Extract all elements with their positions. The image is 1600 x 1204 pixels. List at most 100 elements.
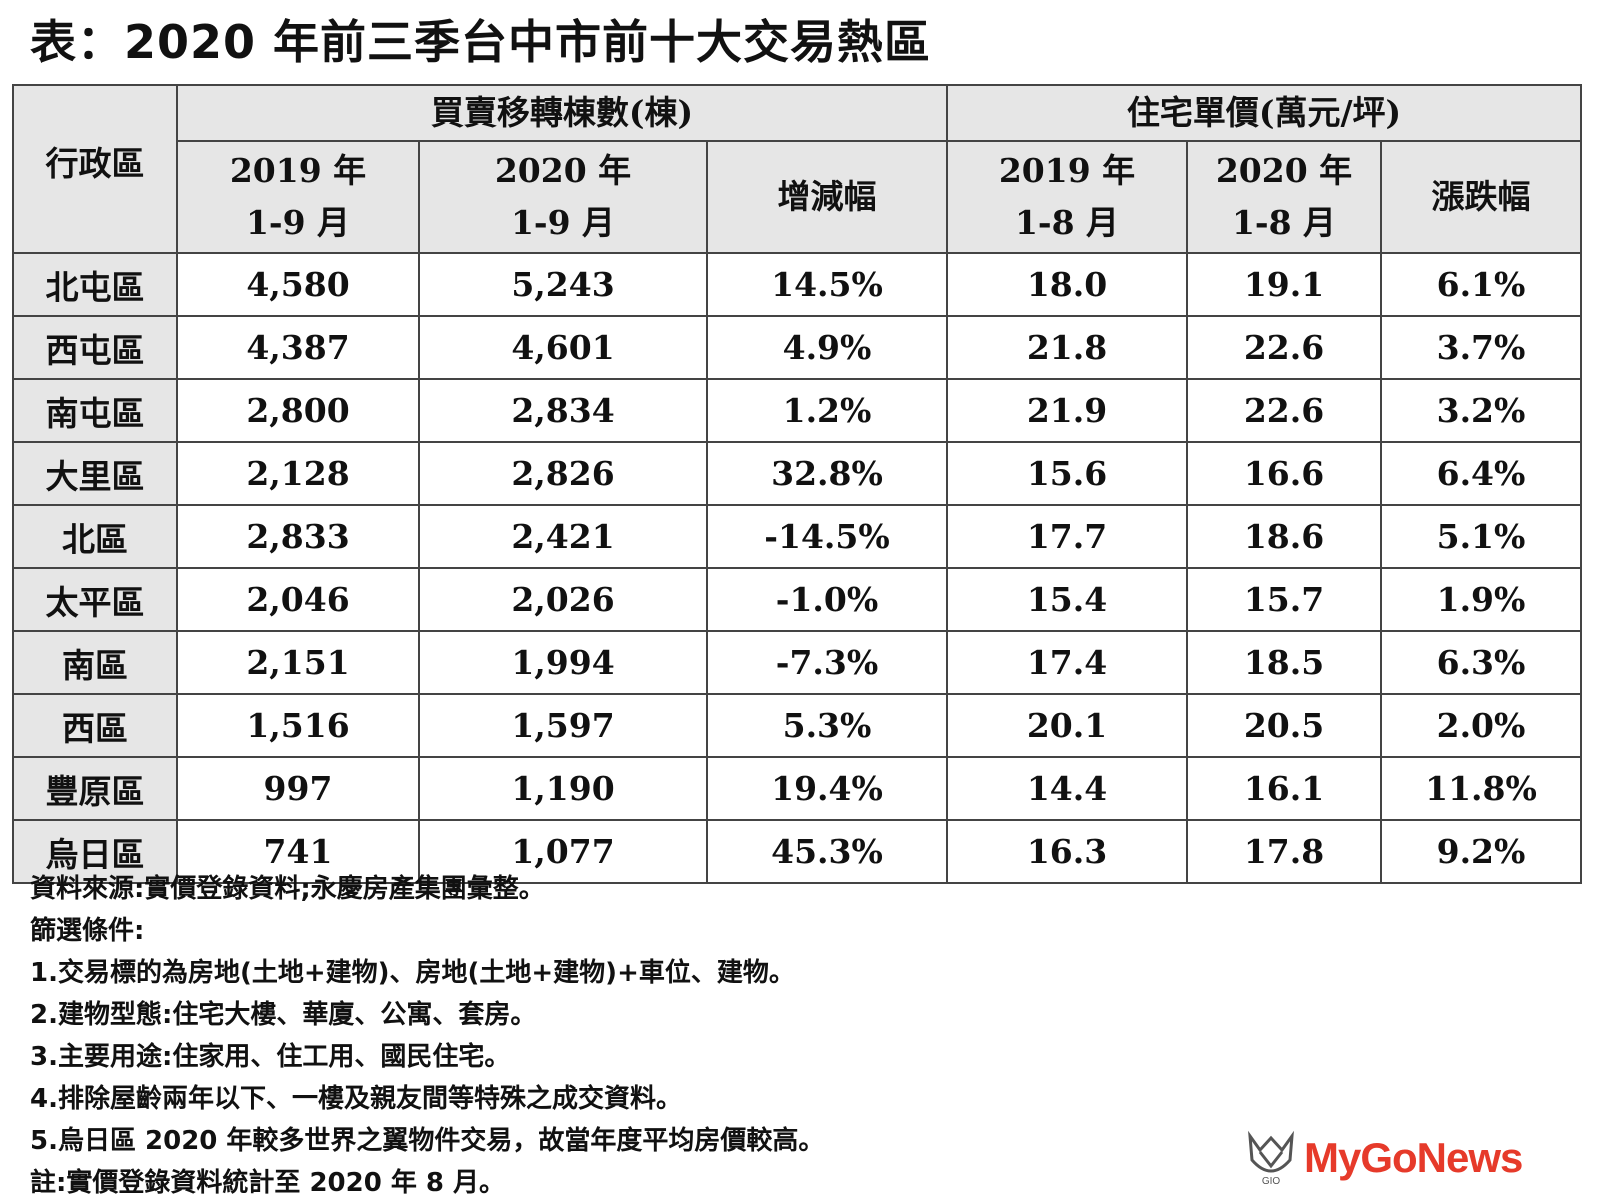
note-item-2: 2.建物型態:住宅大樓、華廈、公寓、套房。 bbox=[30, 1000, 537, 1030]
header-price-2019: 2019 年 1-8 月 bbox=[946, 140, 1188, 254]
value-cell: 3.2% bbox=[1380, 378, 1582, 443]
footnotes: 資料來源:實價登錄資料;永慶房產集團彙整。 篩選條件: 1.交易標的為房地(土地… bbox=[30, 868, 824, 1204]
value-cell: 1,077 bbox=[418, 819, 708, 884]
district-cell: 烏日區 bbox=[12, 819, 178, 884]
value-cell: 2,151 bbox=[176, 630, 420, 695]
value-cell: 6.3% bbox=[1380, 630, 1582, 695]
value-cell: 997 bbox=[176, 756, 420, 821]
value-cell: 2.0% bbox=[1380, 693, 1582, 758]
district-cell: 北區 bbox=[12, 504, 178, 569]
value-cell: 19.1 bbox=[1186, 252, 1382, 317]
value-cell: 32.8% bbox=[706, 441, 948, 506]
note-item-1: 1.交易標的為房地(土地+建物)、房地(土地+建物)+車位、建物。 bbox=[30, 958, 795, 988]
value-cell: 20.1 bbox=[946, 693, 1188, 758]
value-cell: 18.0 bbox=[946, 252, 1188, 317]
value-cell: 21.8 bbox=[946, 315, 1188, 380]
district-cell: 豐原區 bbox=[12, 756, 178, 821]
value-cell: 1,190 bbox=[418, 756, 708, 821]
value-cell: 2,826 bbox=[418, 441, 708, 506]
value-cell: 11.8% bbox=[1380, 756, 1582, 821]
header-price-change: 漲跌幅 bbox=[1380, 140, 1582, 254]
value-cell: 14.4 bbox=[946, 756, 1188, 821]
value-cell: 2,421 bbox=[418, 504, 708, 569]
note-item-5: 5.烏日區 2020 年較多世界之翼物件交易，故當年度平均房價較高。 bbox=[30, 1126, 825, 1156]
value-cell: 15.7 bbox=[1186, 567, 1382, 632]
value-cell: 6.4% bbox=[1380, 441, 1582, 506]
table-row: 北屯區 4,580 5,243 14.5% 18.0 19.1 6.1% bbox=[12, 252, 1582, 317]
district-cell: 西屯區 bbox=[12, 315, 178, 380]
value-cell: 45.3% bbox=[706, 819, 948, 884]
mygonews-logo-icon: GIO bbox=[1248, 1130, 1294, 1186]
transfer-count-header: 買賣移轉棟數(棟) bbox=[176, 84, 948, 142]
value-cell: 17.8 bbox=[1186, 819, 1382, 884]
table-row: 太平區 2,046 2,026 -1.0% 15.4 15.7 1.9% bbox=[12, 567, 1582, 632]
district-cell: 西區 bbox=[12, 693, 178, 758]
value-cell: 4.9% bbox=[706, 315, 948, 380]
header-price-2020: 2020 年 1-8 月 bbox=[1186, 140, 1382, 254]
note-item-3: 3.主要用途:住家用、住工用、國民住宅。 bbox=[30, 1042, 511, 1072]
header-transfer-change: 增減幅 bbox=[706, 140, 948, 254]
value-cell: 18.6 bbox=[1186, 504, 1382, 569]
value-cell: 2,833 bbox=[176, 504, 420, 569]
table-row: 南屯區 2,800 2,834 1.2% 21.9 22.6 3.2% bbox=[12, 378, 1582, 443]
value-cell: 2,800 bbox=[176, 378, 420, 443]
table-row: 西屯區 4,387 4,601 4.9% 21.8 22.6 3.7% bbox=[12, 315, 1582, 380]
value-cell: 2,046 bbox=[176, 567, 420, 632]
value-cell: 17.4 bbox=[946, 630, 1188, 695]
table-row: 西區 1,516 1,597 5.3% 20.1 20.5 2.0% bbox=[12, 693, 1582, 758]
value-cell: 4,601 bbox=[418, 315, 708, 380]
value-cell: -14.5% bbox=[706, 504, 948, 569]
value-cell: 16.1 bbox=[1186, 756, 1382, 821]
value-cell: 5,243 bbox=[418, 252, 708, 317]
logo-mark-text: GIO bbox=[1262, 1176, 1281, 1186]
value-cell: 20.5 bbox=[1186, 693, 1382, 758]
value-cell: 16.6 bbox=[1186, 441, 1382, 506]
value-cell: 741 bbox=[176, 819, 420, 884]
value-cell: 2,128 bbox=[176, 441, 420, 506]
district-cell: 南區 bbox=[12, 630, 178, 695]
value-cell: 1.9% bbox=[1380, 567, 1582, 632]
table-row: 豐原區 997 1,190 19.4% 14.4 16.1 11.8% bbox=[12, 756, 1582, 821]
value-cell: -7.3% bbox=[706, 630, 948, 695]
value-cell: 5.1% bbox=[1380, 504, 1582, 569]
value-cell: 5.3% bbox=[706, 693, 948, 758]
district-cell: 大里區 bbox=[12, 441, 178, 506]
page-title: 表：2020 年前三季台中市前十大交易熱區 bbox=[30, 15, 932, 69]
value-cell: 9.2% bbox=[1380, 819, 1582, 884]
value-cell: 1.2% bbox=[706, 378, 948, 443]
value-cell: 1,597 bbox=[418, 693, 708, 758]
district-header: 行政區 bbox=[12, 84, 178, 254]
header-transfer-2019: 2019 年 1-9 月 bbox=[176, 140, 420, 254]
value-cell: 22.6 bbox=[1186, 315, 1382, 380]
value-cell: 2,026 bbox=[418, 567, 708, 632]
table-row: 北區 2,833 2,421 -14.5% 17.7 18.6 5.1% bbox=[12, 504, 1582, 569]
logo-text: MyGoNews bbox=[1304, 1134, 1523, 1181]
transaction-hotspots-table: 行政區 買賣移轉棟數(棟) 住宅單價(萬元/坪) 2019 年 1-9 月 202… bbox=[12, 84, 1582, 884]
value-cell: 16.3 bbox=[946, 819, 1188, 884]
value-cell: 14.5% bbox=[706, 252, 948, 317]
note-criteria: 篩選條件: bbox=[30, 916, 145, 946]
value-cell: 6.1% bbox=[1380, 252, 1582, 317]
value-cell: 3.7% bbox=[1380, 315, 1582, 380]
note-remark: 註:實價登錄資料統計至 2020 年 8 月。 bbox=[30, 1168, 506, 1198]
district-cell: 南屯區 bbox=[12, 378, 178, 443]
district-cell: 太平區 bbox=[12, 567, 178, 632]
note-source: 資料來源:實價登錄資料;永慶房產集團彙整。 bbox=[30, 874, 545, 904]
value-cell: 17.7 bbox=[946, 504, 1188, 569]
district-cell: 北屯區 bbox=[12, 252, 178, 317]
note-item-4: 4.排除屋齡兩年以下、一樓及親友間等特殊之成交資料。 bbox=[30, 1084, 682, 1114]
table-row: 大里區 2,128 2,826 32.8% 15.6 16.6 6.4% bbox=[12, 441, 1582, 506]
value-cell: 2,834 bbox=[418, 378, 708, 443]
table-row: 南區 2,151 1,994 -7.3% 17.4 18.5 6.3% bbox=[12, 630, 1582, 695]
value-cell: 19.4% bbox=[706, 756, 948, 821]
table-row: 烏日區 741 1,077 45.3% 16.3 17.8 9.2% bbox=[12, 819, 1582, 884]
value-cell: 22.6 bbox=[1186, 378, 1382, 443]
value-cell: 1,994 bbox=[418, 630, 708, 695]
mygonews-logo: GIO MyGoNews bbox=[1246, 1128, 1523, 1188]
value-cell: 15.4 bbox=[946, 567, 1188, 632]
header-transfer-2020: 2020 年 1-9 月 bbox=[418, 140, 708, 254]
value-cell: 4,580 bbox=[176, 252, 420, 317]
value-cell: 15.6 bbox=[946, 441, 1188, 506]
value-cell: 1,516 bbox=[176, 693, 420, 758]
unit-price-header: 住宅單價(萬元/坪) bbox=[946, 84, 1582, 142]
